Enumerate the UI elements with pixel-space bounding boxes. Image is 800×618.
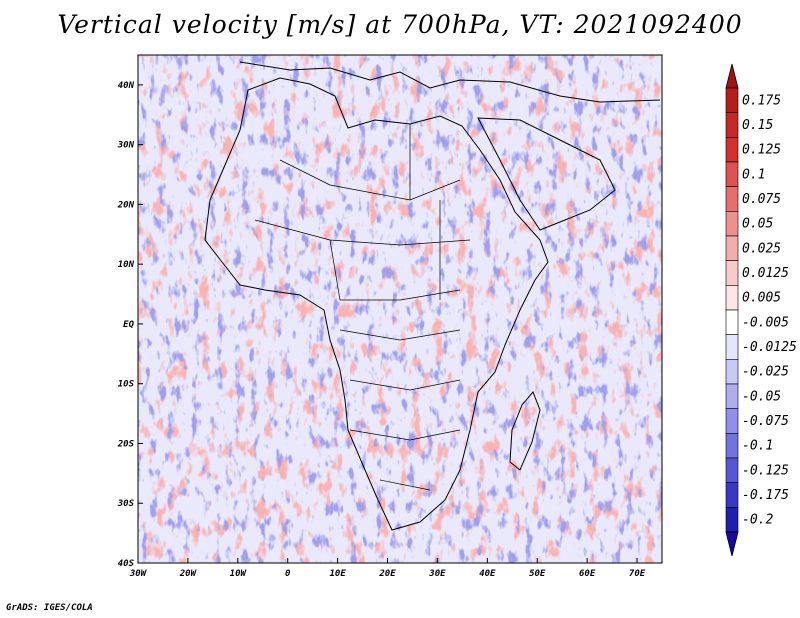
- colorbar-segment: [725, 457, 739, 483]
- chart-title: Vertical velocity [m/s] at 700hPa, VT: 2…: [57, 10, 743, 39]
- colorbar-bottom-arrow: [725, 531, 739, 557]
- map-field: [138, 55, 662, 563]
- colorbar-label: 0.1: [742, 167, 765, 182]
- lat-tick-label: 10N: [118, 260, 135, 270]
- lat-tick-label: 40S: [118, 559, 135, 569]
- colorbar-label: 0.075: [742, 192, 781, 207]
- colorbar-label: -0.0125: [742, 340, 797, 355]
- field-downdraft-texture: [138, 55, 662, 563]
- colorbar-segment: [725, 359, 739, 385]
- country-borders: [254, 124, 471, 491]
- colorbar-label: -0.1: [742, 439, 773, 454]
- colorbar-segment: [725, 211, 739, 237]
- colorbar-label: 0.125: [742, 143, 781, 158]
- colorbar-label: 0.05: [742, 217, 773, 232]
- coastline-europe: [239, 61, 661, 103]
- colorbar-segment: [725, 309, 739, 335]
- lon-tick-label: 20E: [378, 569, 396, 579]
- colorbar-label: 0.005: [742, 291, 781, 306]
- colorbar-segment: [725, 112, 739, 138]
- grads-credit: GrADS: IGES/COLA: [6, 603, 93, 613]
- colorbar-label: -0.175: [742, 488, 789, 503]
- colorbar-segment: [725, 87, 739, 113]
- lon-tick-label: 70E: [629, 569, 646, 579]
- colorbar-segment: [725, 137, 739, 163]
- colorbar-label: -0.005: [742, 315, 789, 330]
- map-frame: [137, 54, 663, 564]
- lat-tick-label: 40N: [118, 81, 135, 91]
- lat-tick-label: 30S: [117, 499, 135, 509]
- colorbar-label: -0.025: [742, 365, 789, 380]
- colorbar-segment: [725, 383, 739, 409]
- lat-tick-label: 10S: [118, 380, 135, 390]
- lon-tick-label: 60E: [579, 569, 596, 579]
- coastline-africa: [204, 77, 549, 531]
- lon-tick-label: 30W: [129, 569, 148, 579]
- colorbar-segment: [725, 334, 739, 360]
- colorbar-label: -0.075: [742, 414, 789, 429]
- colorbar-label: 0.175: [742, 93, 781, 108]
- colorbar-segment: [725, 260, 739, 286]
- lon-axis: 30W 20W 10W 0 10E 20E 30E 40E 50E 60E 70E: [129, 558, 646, 579]
- lon-tick-label: 50E: [529, 569, 546, 579]
- lat-tick-label: EQ: [123, 320, 134, 330]
- colorbar-segment: [725, 408, 739, 434]
- lon-tick-label: 10E: [329, 569, 346, 579]
- lat-tick-label: 30N: [117, 141, 135, 151]
- colorbar-segment: [725, 235, 739, 261]
- lat-tick-label: 20N: [117, 200, 135, 210]
- colorbar-label: -0.125: [742, 463, 789, 478]
- lon-tick-label: 20W: [179, 569, 198, 579]
- colorbar-label: -0.05: [742, 389, 781, 404]
- colorbar-label: 0.15: [742, 118, 773, 133]
- lon-tick-label: 40E: [479, 569, 496, 579]
- lat-tick-label: 20S: [117, 439, 135, 449]
- colorbar-top-arrow: [725, 63, 739, 89]
- colorbar-segment: [725, 433, 739, 459]
- lon-tick-label: 10W: [230, 569, 248, 579]
- lon-tick-label: 30E: [428, 569, 446, 579]
- coastline-arabia: [477, 117, 616, 231]
- colorbar-segment: [725, 186, 739, 212]
- lon-tick-label: 0: [285, 569, 291, 579]
- colorbar-label: 0.025: [742, 241, 781, 256]
- colorbar-label: -0.2: [742, 513, 773, 528]
- colorbar-segment: [725, 507, 739, 533]
- colorbar-label: 0.0125: [742, 266, 789, 281]
- lat-axis: 40N 30N 20N 10N EQ 10S 20S 30S 40S: [117, 81, 143, 569]
- coastline-madagascar: [509, 391, 541, 471]
- colorbar: 0.175 0.15 0.125 0.1 0.075 0.05 0.025 0.0125 0.0…: [725, 63, 797, 557]
- colorbar-segment: [725, 161, 739, 187]
- colorbar-segment: [725, 482, 739, 508]
- colorbar-segment: [725, 285, 739, 311]
